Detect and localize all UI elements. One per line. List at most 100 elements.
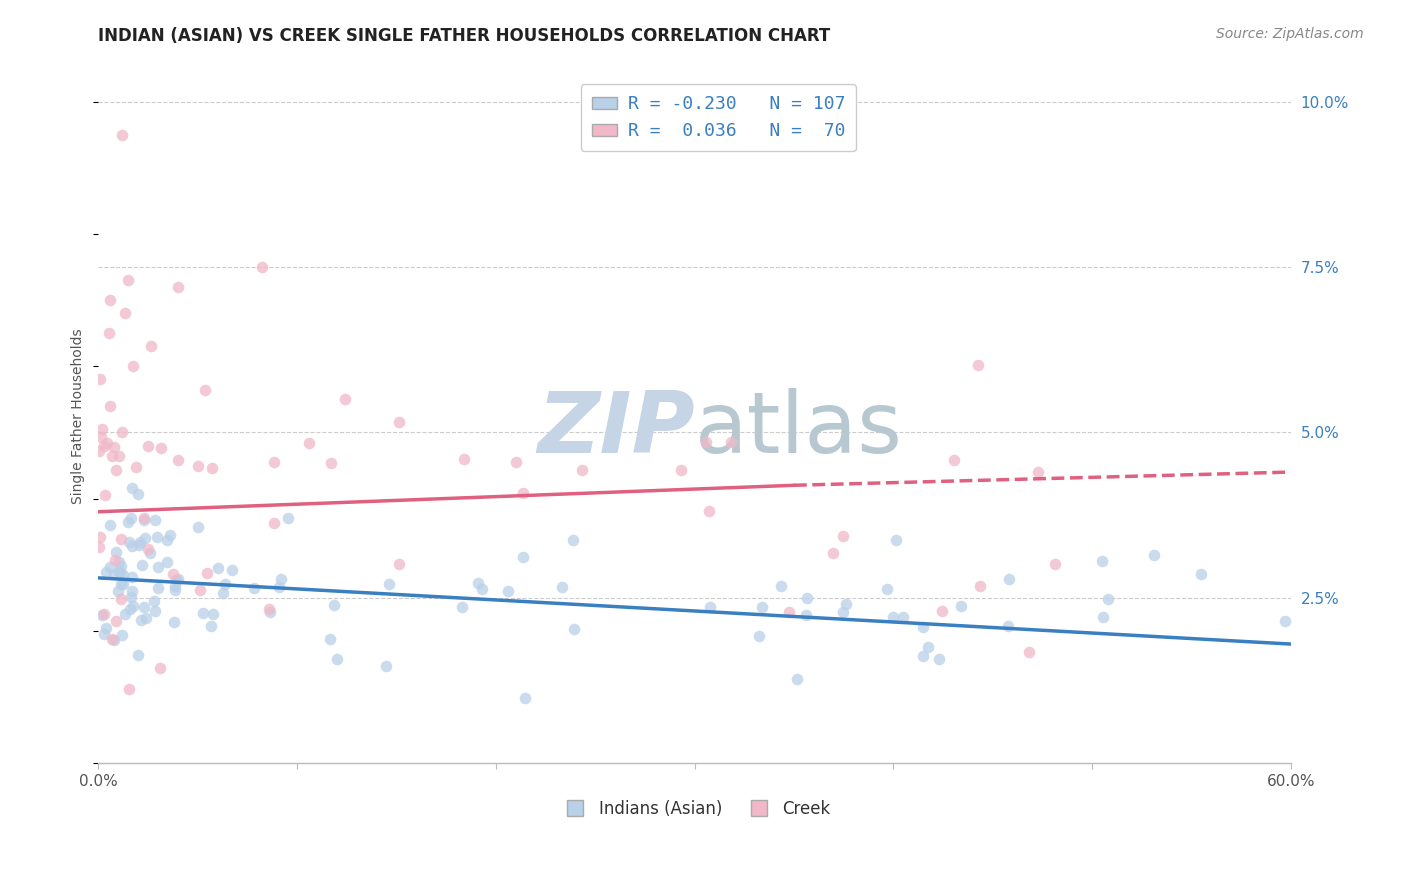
Point	[120, 591, 142, 605]
Point	[156, 533, 179, 548]
Point	[835, 597, 858, 611]
Point	[107, 565, 129, 579]
Point	[163, 582, 186, 597]
Point	[751, 600, 773, 615]
Point	[139, 546, 162, 560]
Point	[551, 580, 574, 594]
Point	[928, 652, 950, 666]
Point	[191, 606, 214, 620]
Point	[104, 463, 127, 477]
Point	[145, 531, 167, 545]
Point	[89, 540, 111, 554]
Point	[969, 579, 991, 593]
Point	[388, 415, 411, 429]
Point	[167, 280, 190, 294]
Point	[778, 605, 800, 619]
Point	[143, 604, 166, 618]
Point	[333, 392, 356, 407]
Point	[128, 538, 150, 552]
Point	[134, 531, 156, 545]
Point	[132, 599, 155, 614]
Point	[121, 539, 143, 553]
Point	[110, 558, 132, 573]
Point	[821, 546, 844, 560]
Point	[699, 599, 721, 614]
Point	[669, 463, 692, 477]
Point	[93, 439, 115, 453]
Point	[891, 609, 914, 624]
Point	[165, 574, 187, 588]
Point	[132, 511, 155, 525]
Point	[190, 583, 212, 598]
Point	[121, 481, 143, 495]
Point	[142, 594, 165, 608]
Point	[259, 605, 281, 619]
Point	[831, 529, 853, 543]
Point	[748, 629, 770, 643]
Point	[1091, 610, 1114, 624]
Point	[98, 560, 121, 574]
Point	[103, 567, 125, 582]
Point	[132, 513, 155, 527]
Point	[112, 577, 135, 591]
Point	[326, 652, 349, 666]
Point	[917, 640, 939, 654]
Point	[118, 681, 141, 696]
Point	[121, 584, 143, 599]
Point	[319, 632, 342, 647]
Point	[103, 632, 125, 647]
Point	[165, 579, 187, 593]
Point	[949, 599, 972, 614]
Point	[108, 566, 131, 580]
Point	[125, 459, 148, 474]
Point	[1274, 614, 1296, 628]
Point	[1028, 466, 1050, 480]
Point	[101, 632, 124, 646]
Point	[111, 628, 134, 642]
Point	[267, 580, 290, 594]
Point	[467, 575, 489, 590]
Point	[562, 622, 585, 636]
Point	[96, 436, 118, 450]
Point	[378, 577, 401, 591]
Point	[695, 434, 717, 449]
Point	[149, 661, 172, 675]
Point	[1097, 592, 1119, 607]
Point	[127, 487, 149, 501]
Point	[505, 455, 527, 469]
Point	[207, 561, 229, 575]
Point	[104, 545, 127, 559]
Point	[107, 583, 129, 598]
Point	[138, 439, 160, 453]
Point	[201, 460, 224, 475]
Point	[117, 273, 139, 287]
Point	[201, 607, 224, 621]
Point	[90, 422, 112, 436]
Point	[243, 581, 266, 595]
Point	[252, 260, 274, 274]
Point	[167, 453, 190, 467]
Point	[967, 359, 990, 373]
Point	[100, 449, 122, 463]
Point	[118, 535, 141, 549]
Point	[513, 690, 536, 705]
Point	[796, 591, 818, 605]
Point	[155, 555, 177, 569]
Point	[931, 604, 953, 618]
Point	[194, 384, 217, 398]
Point	[143, 513, 166, 527]
Point	[94, 565, 117, 579]
Point	[108, 555, 131, 569]
Point	[912, 620, 935, 634]
Point	[794, 607, 817, 622]
Point	[104, 553, 127, 567]
Point	[110, 577, 132, 591]
Point	[699, 504, 721, 518]
Point	[98, 293, 121, 307]
Point	[263, 455, 285, 469]
Point	[131, 558, 153, 572]
Point	[121, 599, 143, 613]
Point	[120, 602, 142, 616]
Point	[127, 648, 149, 662]
Point	[562, 533, 585, 547]
